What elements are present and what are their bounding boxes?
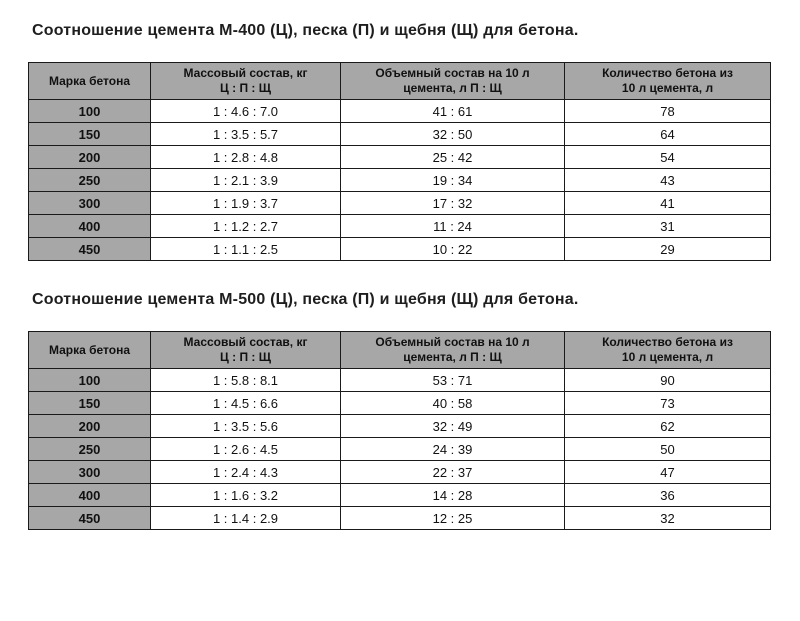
cell-grade: 450 [29, 238, 151, 261]
col-header-output: Количество бетона из10 л цемента, л [565, 63, 771, 100]
cell-volume: 32 : 50 [341, 123, 565, 146]
col-header-mass: Массовый состав, кгЦ : П : Щ [151, 63, 341, 100]
col-header-volume: Объемный состав на 10 лцемента, л П : Щ [341, 63, 565, 100]
cell-grade: 100 [29, 100, 151, 123]
table-row: 3001 : 1.9 : 3.717 : 3241 [29, 192, 771, 215]
cell-mass: 1 : 3.5 : 5.6 [151, 415, 341, 438]
table-row: 1001 : 5.8 : 8.153 : 7190 [29, 369, 771, 392]
cell-grade: 400 [29, 484, 151, 507]
cell-mass: 1 : 2.8 : 4.8 [151, 146, 341, 169]
cell-mass: 1 : 2.4 : 4.3 [151, 461, 341, 484]
table-row: 2001 : 3.5 : 5.632 : 4962 [29, 415, 771, 438]
cell-mass: 1 : 2.6 : 4.5 [151, 438, 341, 461]
table-m400: Марка бетона Массовый состав, кгЦ : П : … [28, 62, 771, 261]
cell-volume: 24 : 39 [341, 438, 565, 461]
cell-mass: 1 : 1.6 : 3.2 [151, 484, 341, 507]
cell-volume: 19 : 34 [341, 169, 565, 192]
cell-grade: 250 [29, 169, 151, 192]
col-header-grade: Марка бетона [29, 332, 151, 369]
cell-mass: 1 : 1.4 : 2.9 [151, 507, 341, 530]
cell-volume: 11 : 24 [341, 215, 565, 238]
cell-output: 73 [565, 392, 771, 415]
cell-output: 62 [565, 415, 771, 438]
cell-output: 31 [565, 215, 771, 238]
cell-output: 41 [565, 192, 771, 215]
table-header-row: Марка бетона Массовый состав, кгЦ : П : … [29, 63, 771, 100]
table-row: 1501 : 3.5 : 5.732 : 5064 [29, 123, 771, 146]
cell-grade: 200 [29, 415, 151, 438]
table-row: 4501 : 1.1 : 2.510 : 2229 [29, 238, 771, 261]
cell-grade: 300 [29, 192, 151, 215]
cell-volume: 14 : 28 [341, 484, 565, 507]
cell-mass: 1 : 4.6 : 7.0 [151, 100, 341, 123]
cell-volume: 22 : 37 [341, 461, 565, 484]
cell-grade: 100 [29, 369, 151, 392]
col-header-mass: Массовый состав, кгЦ : П : Щ [151, 332, 341, 369]
table-a-title: Соотношение цемента М-400 (Ц), песка (П)… [32, 22, 772, 40]
cell-volume: 41 : 61 [341, 100, 565, 123]
col-header-output: Количество бетона из10 л цемента, л [565, 332, 771, 369]
cell-output: 32 [565, 507, 771, 530]
cell-mass: 1 : 1.9 : 3.7 [151, 192, 341, 215]
cell-mass: 1 : 1.1 : 2.5 [151, 238, 341, 261]
cell-mass: 1 : 2.1 : 3.9 [151, 169, 341, 192]
cell-output: 36 [565, 484, 771, 507]
cell-output: 43 [565, 169, 771, 192]
cell-grade: 250 [29, 438, 151, 461]
cell-grade: 300 [29, 461, 151, 484]
table-row: 3001 : 2.4 : 4.322 : 3747 [29, 461, 771, 484]
cell-volume: 10 : 22 [341, 238, 565, 261]
table-header-row: Марка бетона Массовый состав, кгЦ : П : … [29, 332, 771, 369]
cell-volume: 25 : 42 [341, 146, 565, 169]
col-header-grade: Марка бетона [29, 63, 151, 100]
cell-volume: 40 : 58 [341, 392, 565, 415]
document-page: Соотношение цемента М-400 (Ц), песка (П)… [0, 0, 800, 552]
cell-mass: 1 : 1.2 : 2.7 [151, 215, 341, 238]
cell-volume: 12 : 25 [341, 507, 565, 530]
cell-grade: 150 [29, 392, 151, 415]
cell-output: 29 [565, 238, 771, 261]
table-row: 2501 : 2.1 : 3.919 : 3443 [29, 169, 771, 192]
table-row: 4501 : 1.4 : 2.912 : 2532 [29, 507, 771, 530]
table-row: 2001 : 2.8 : 4.825 : 4254 [29, 146, 771, 169]
table-row: 4001 : 1.2 : 2.711 : 2431 [29, 215, 771, 238]
cell-output: 64 [565, 123, 771, 146]
cell-mass: 1 : 5.8 : 8.1 [151, 369, 341, 392]
cell-volume: 17 : 32 [341, 192, 565, 215]
cell-mass: 1 : 4.5 : 6.6 [151, 392, 341, 415]
table-row: 1501 : 4.5 : 6.640 : 5873 [29, 392, 771, 415]
table-b-title: Соотношение цемента М-500 (Ц), песка (П)… [32, 291, 772, 309]
cell-output: 90 [565, 369, 771, 392]
cell-grade: 400 [29, 215, 151, 238]
table-row: 2501 : 2.6 : 4.524 : 3950 [29, 438, 771, 461]
table-row: 1001 : 4.6 : 7.041 : 6178 [29, 100, 771, 123]
cell-output: 50 [565, 438, 771, 461]
cell-grade: 450 [29, 507, 151, 530]
cell-output: 78 [565, 100, 771, 123]
table-m500: Марка бетона Массовый состав, кгЦ : П : … [28, 331, 771, 530]
cell-grade: 150 [29, 123, 151, 146]
cell-grade: 200 [29, 146, 151, 169]
cell-volume: 53 : 71 [341, 369, 565, 392]
cell-output: 54 [565, 146, 771, 169]
cell-output: 47 [565, 461, 771, 484]
table-row: 4001 : 1.6 : 3.214 : 2836 [29, 484, 771, 507]
cell-volume: 32 : 49 [341, 415, 565, 438]
cell-mass: 1 : 3.5 : 5.7 [151, 123, 341, 146]
col-header-volume: Объемный состав на 10 лцемента, л П : Щ [341, 332, 565, 369]
